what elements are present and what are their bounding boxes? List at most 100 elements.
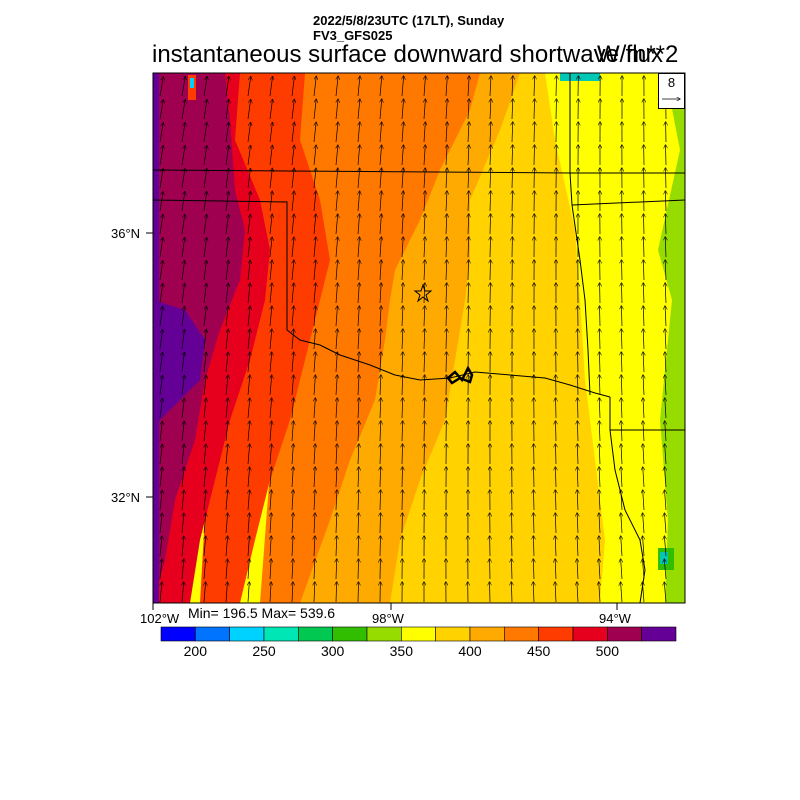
- wind-arrow: [336, 536, 337, 557]
- wind-arrow: [269, 77, 273, 97]
- wind-arrow: [269, 145, 272, 166]
- wind-arrow: [336, 237, 338, 258]
- wind-arrow: [446, 237, 447, 258]
- wind-arrow: [292, 536, 293, 557]
- wind-arrow: [226, 536, 228, 557]
- wind-arrow: [446, 122, 447, 143]
- wind-arrow: [402, 375, 403, 396]
- wind-arrow: [380, 398, 381, 419]
- wind-arrow: [269, 122, 272, 143]
- wind-arrow: [247, 123, 251, 143]
- wind-arrow: [512, 99, 513, 120]
- wind-arrow: [226, 513, 228, 534]
- wind-arrow: [424, 191, 425, 212]
- wind-arrow: [292, 352, 294, 373]
- wind-arrow: [643, 467, 644, 488]
- wind-arrow: [159, 100, 163, 120]
- colorbar-swatch: [332, 626, 368, 642]
- wind-arrow: [203, 238, 207, 258]
- wind-arrow: [512, 191, 513, 212]
- wind-arrow: [159, 467, 162, 488]
- wind-arrow: [358, 329, 359, 350]
- wind-arrow: [203, 261, 207, 281]
- wind-arrow: [490, 237, 491, 258]
- wind-arrow: [512, 145, 513, 166]
- wind-arrow: [358, 375, 359, 396]
- wind-arrow: [314, 467, 315, 488]
- wind-arrow: [380, 352, 381, 373]
- wind-arrow: [424, 122, 425, 143]
- wind-arrow: [204, 490, 206, 511]
- wind-arrow: [358, 283, 359, 304]
- wind-arrow: [269, 168, 272, 189]
- wind-arrow: [665, 421, 666, 442]
- wind-arrow: [642, 559, 644, 580]
- wind-arrow: [402, 76, 404, 97]
- wind-arrow: [380, 191, 381, 212]
- wind-arrow: [226, 559, 227, 580]
- wind-arrow: [292, 283, 294, 304]
- wind-arrow: [534, 122, 535, 143]
- wind-arrow: [159, 169, 163, 189]
- wind-arrow: [665, 191, 666, 212]
- wind-arrow: [402, 398, 403, 419]
- wind-arrow: [314, 513, 315, 534]
- wind-arrow: [313, 122, 316, 143]
- wind-arrow: [665, 214, 666, 235]
- wind-arrow: [402, 352, 403, 373]
- wind-arrow: [577, 444, 578, 465]
- wind-arrow: [665, 444, 666, 465]
- wind-arrow: [292, 260, 294, 281]
- wind-arrow: [490, 122, 491, 143]
- colorbar-swatch: [401, 626, 436, 642]
- wind-arrow: [248, 536, 249, 557]
- wind-arrow: [380, 467, 381, 488]
- wind-arrow: [270, 237, 272, 258]
- wind-arrow: [270, 306, 272, 327]
- wind-arrow: [664, 536, 666, 557]
- wind-arrow: [270, 444, 272, 465]
- wind-arrow: [468, 214, 469, 235]
- wind-arrow: [534, 99, 535, 120]
- wind-arrow: [358, 490, 359, 511]
- wind-arrow: [665, 260, 666, 281]
- wind-arrow: [665, 283, 666, 304]
- wind-arrow: [159, 192, 163, 212]
- wind-arrow: [203, 306, 206, 327]
- wind-arrow: [555, 467, 556, 488]
- wind-arrow: [402, 329, 403, 350]
- wind-arrow: [402, 99, 404, 120]
- wind-arrow: [336, 375, 337, 396]
- wind-arrow: [314, 582, 315, 603]
- wind-arrow: [446, 306, 447, 327]
- wind-arrow: [159, 307, 163, 327]
- colorbar-label: 200: [183, 643, 208, 659]
- wind-arrow: [380, 329, 381, 350]
- wind-arrow: [468, 99, 469, 120]
- wind-arrow: [555, 559, 556, 580]
- wind-arrow: [203, 375, 206, 396]
- wind-arrow: [291, 99, 294, 120]
- wind-arrow: [446, 145, 447, 166]
- wind-arrow: [643, 513, 644, 534]
- lon-label-94w: 94°W: [599, 611, 631, 626]
- wind-arrow: [314, 444, 315, 465]
- wind-arrow: [204, 467, 206, 488]
- wind-arrow: [336, 283, 338, 304]
- wind-arrow: [181, 169, 185, 189]
- wind-arrow: [314, 306, 316, 327]
- wind-arrow: [358, 398, 359, 419]
- wind-arrow: [380, 490, 381, 511]
- wind-arrow: [313, 76, 316, 97]
- wind-arrow: [182, 490, 184, 511]
- colorbar-swatch: [298, 626, 333, 642]
- wind-arrow: [314, 536, 315, 557]
- wind-arrow: [270, 582, 271, 603]
- wind-arrow: [292, 490, 293, 511]
- colorbar-swatch: [641, 626, 677, 642]
- wind-arrow: [468, 122, 469, 143]
- wind-arrow: [226, 352, 228, 373]
- wind-arrow: [203, 123, 207, 143]
- wind-arrow: [643, 283, 644, 304]
- wind-arrow: [534, 76, 535, 97]
